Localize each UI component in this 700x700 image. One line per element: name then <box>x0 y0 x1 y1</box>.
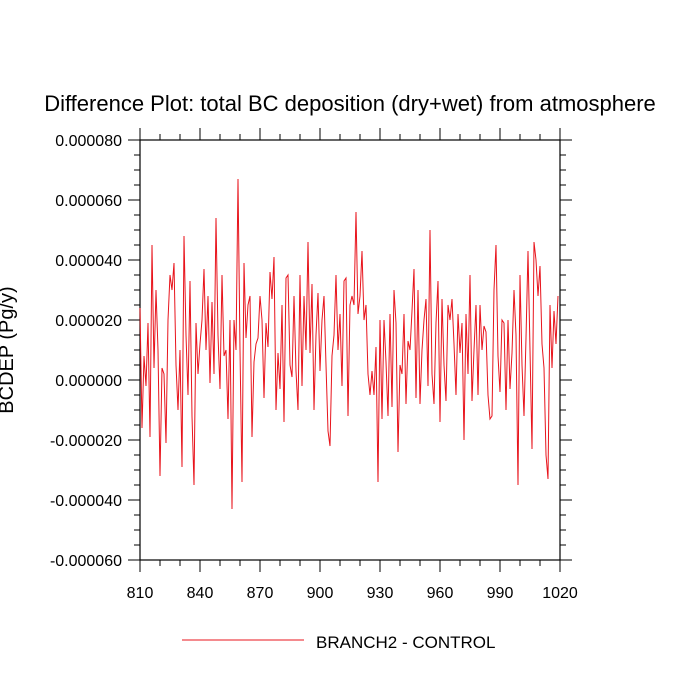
plot-frame <box>139 139 561 561</box>
x-tick-label: 900 <box>307 585 334 602</box>
axis-ticks <box>128 128 572 572</box>
y-tick-label: -0.000020 <box>50 433 122 450</box>
y-tick-label: 0.000040 <box>55 253 122 270</box>
x-tick-label: 930 <box>367 585 394 602</box>
legend: BRANCH2 - CONTROL <box>182 633 495 652</box>
series-line-branch2-control <box>139 178 559 510</box>
y-tick-label: 0.000000 <box>55 373 122 390</box>
chart-title: Difference Plot: total BC deposition (dr… <box>44 91 656 116</box>
x-tick-label: 810 <box>127 585 154 602</box>
y-tick-label: 0.000020 <box>55 313 122 330</box>
x-tick-label: 840 <box>187 585 214 602</box>
y-tick-label: -0.000060 <box>50 553 122 570</box>
y-tick-label: 0.000080 <box>55 133 122 150</box>
x-tick-label: 990 <box>487 585 514 602</box>
y-tick-labels: 0.000080 0.000060 0.000040 0.000020 0.000000… <box>50 133 122 570</box>
y-tick-label: 0.000060 <box>55 193 122 210</box>
plot-area <box>128 128 572 572</box>
x-tick-label: 870 <box>247 585 274 602</box>
y-tick-label: -0.000040 <box>50 493 122 510</box>
x-tick-label: 960 <box>427 585 454 602</box>
y-axis-label: BCDEP (Pg/y) <box>0 286 18 413</box>
legend-label: BRANCH2 - CONTROL <box>316 633 495 652</box>
x-tick-labels: 810 840 870 900 930 960 990 1020 <box>127 585 578 602</box>
x-tick-label: 1020 <box>542 585 578 602</box>
